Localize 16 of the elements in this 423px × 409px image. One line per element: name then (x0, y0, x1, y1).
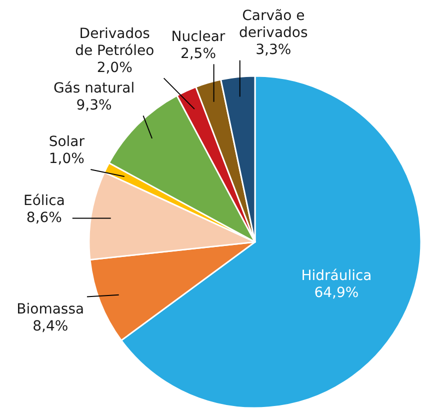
slice-label: Solar (48, 134, 85, 150)
data-label: 64,9% (314, 284, 359, 301)
data-label: 8,6% (26, 210, 62, 226)
slice-label: Gás natural (53, 80, 135, 96)
data-label: 9,3% (76, 97, 112, 114)
slice-label: Biomassa (16, 301, 84, 318)
data-label: 2,0% (96, 60, 132, 76)
slice-label: Nuclear (171, 28, 226, 45)
data-label: 1,0% (48, 151, 84, 168)
data-label: 8,4% (32, 318, 68, 334)
slice-label: Carvão e derivados (239, 8, 308, 41)
slice-label: Eólica (23, 193, 65, 210)
data-label: 3,3% (256, 42, 292, 58)
slice-label: Derivados de Petróleo (75, 26, 154, 59)
slice-label: Hidráulica (301, 268, 372, 284)
data-label: 2,5% (180, 46, 216, 62)
